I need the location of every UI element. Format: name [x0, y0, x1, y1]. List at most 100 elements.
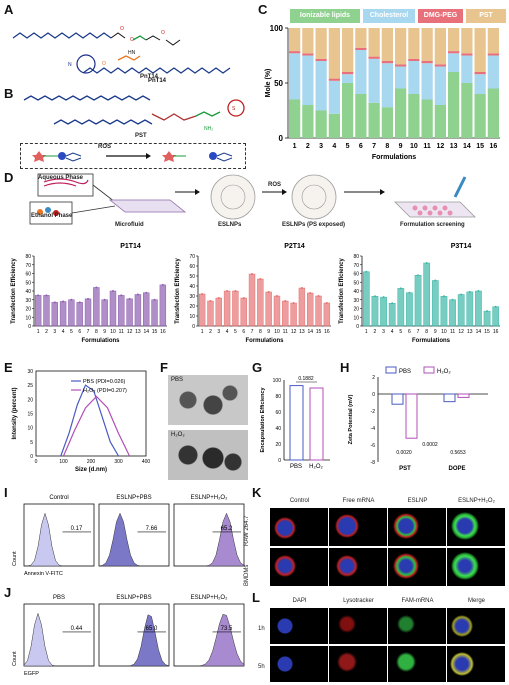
bar: [223, 290, 231, 327]
p-value: 0.0020: [396, 450, 412, 456]
data-point: [136, 293, 139, 296]
svg-text:O: O: [130, 37, 134, 43]
gate-value: 0.17: [71, 526, 83, 532]
l-img-5h-lyso: [329, 646, 387, 682]
panel-label-j: J: [4, 585, 12, 600]
bar-segment: [474, 74, 486, 94]
bar-chart-encapsulation: 0 20 40 60 80 100 PBS H₂O₂ 0.1882 Encapsulation E…: [260, 376, 330, 470]
x-tick-label: 16: [489, 143, 497, 150]
x-tick-label: 1: [293, 143, 297, 150]
y-tick-label: 70: [25, 263, 31, 269]
bar-segment: [448, 53, 460, 72]
l-img-1h-dapi: [270, 608, 328, 644]
bar: [371, 296, 379, 327]
data-point: [70, 298, 73, 301]
x-tick-label: 4: [332, 143, 336, 150]
bar: [232, 290, 239, 327]
x-tick-label: 15: [152, 329, 158, 335]
bar: [118, 295, 125, 327]
bar: [273, 295, 281, 327]
bar-segment: [302, 55, 314, 105]
bar: [59, 301, 67, 327]
x-tick-label: 8: [259, 329, 262, 335]
y-axis-label: Transfection Efficiency: [175, 257, 181, 323]
data-point: [78, 301, 81, 304]
x-tick-label: 14: [476, 329, 482, 335]
y-tick-label: 60: [189, 264, 195, 270]
y-tick-label: -8: [371, 460, 376, 466]
data-point: [317, 295, 320, 297]
x-axis-label: Size (d.nm): [75, 467, 107, 473]
y-tick-label: 40: [353, 289, 359, 295]
k-img-bmdm-free: [329, 548, 387, 586]
compound-label-pst: PST: [135, 133, 147, 139]
bar: [126, 298, 133, 327]
compound-label-pnt14: PnT14: [140, 74, 159, 80]
panel-label-f: F: [160, 360, 168, 375]
x-tick-label: 10: [274, 329, 280, 335]
confocal-grid-k: Control Free mRNA ESLNP ESLNP+H₂O₂: [270, 498, 506, 588]
data-point: [391, 302, 394, 305]
x-tick-label: 6: [359, 143, 363, 150]
x-axis-label: Formulations: [245, 338, 284, 344]
ros-scheme-box: [20, 143, 246, 169]
panel-label-g: G: [252, 360, 263, 375]
panel-label-e: E: [4, 360, 13, 375]
x-tick-label: H₂O₂: [309, 464, 323, 470]
bar-segment: [342, 28, 354, 72]
y-axis-label: Transfection Efficiency: [339, 257, 345, 323]
bar-segment: [289, 28, 301, 52]
gate-value: 7.66: [146, 526, 158, 532]
x-tick-label: 6: [242, 329, 245, 335]
panel-title: PBS: [53, 595, 65, 601]
y-tick-label: 25: [27, 383, 33, 389]
legend-label: H₂O₂ (PDI=0.207): [83, 388, 127, 394]
y-tick-label: 0: [356, 324, 359, 330]
x-tick-label: 10: [410, 143, 418, 150]
bar: [68, 299, 75, 327]
flow-cytometry-egfp: PBS 0.44 ESLNP+PBS 65.0 ESLNP+H₂O₂ 73.5 EGFP Co…: [12, 595, 245, 677]
bar: [143, 292, 150, 327]
bar-segment: [448, 72, 460, 138]
x-tick-label: 5: [70, 329, 73, 335]
bar: [423, 262, 431, 327]
data-point: [309, 292, 312, 294]
histogram: [99, 614, 170, 667]
x-tick-label: 11: [283, 329, 288, 335]
bar: [391, 393, 404, 405]
x-tick-label: 10: [110, 329, 116, 335]
svg-text:N: N: [68, 62, 72, 68]
data-point: [103, 298, 106, 301]
confocal-grid-l: DAPI Lysotracker FAM-mRNA Merge: [270, 598, 506, 684]
svg-text:S: S: [232, 106, 236, 112]
x-tick-label: DOPE: [448, 466, 465, 472]
y-tick-label: 30: [353, 298, 359, 304]
tem-h2o2-label: H₂O₂: [171, 432, 185, 438]
bar-segment: [302, 53, 314, 56]
legend-pst: PST: [466, 9, 506, 23]
microfluid-label: Microfluid: [115, 222, 144, 228]
data-point: [292, 302, 295, 304]
y-tick-label: 80: [275, 394, 281, 400]
y-tick-label: 0: [28, 324, 31, 330]
y-tick-label: 100: [270, 24, 284, 33]
data-point: [217, 297, 220, 299]
x-tick-label: 12: [436, 143, 444, 150]
y-tick-label: 5: [30, 440, 33, 446]
data-point: [87, 297, 90, 300]
data-point: [365, 270, 368, 273]
gate-value: 0.44: [71, 626, 83, 632]
x-tick-label: 12: [127, 329, 133, 335]
y-tick-label: 30: [25, 298, 31, 304]
y-tick-label: 60: [353, 272, 359, 278]
bar-segment: [355, 28, 367, 48]
x-axis-label: Formulations: [81, 338, 120, 344]
y-tick-label: 10: [25, 315, 31, 321]
bar: [248, 273, 256, 327]
chart-title: P2T14: [284, 243, 305, 250]
legend-ionizable: Ionizable lipids: [290, 9, 360, 23]
y-axis-label: Intensity (percent): [12, 387, 18, 439]
data-point: [417, 274, 420, 277]
